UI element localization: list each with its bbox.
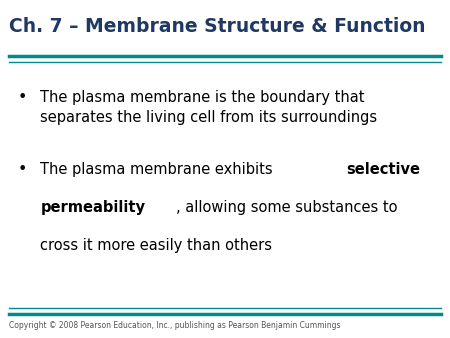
Text: The plasma membrane is the boundary that
separates the living cell from its surr: The plasma membrane is the boundary that… (40, 90, 378, 125)
Text: selective: selective (346, 162, 421, 177)
Text: •: • (18, 90, 27, 104)
Text: Copyright © 2008 Pearson Education, Inc., publishing as Pearson Benjamin Cumming: Copyright © 2008 Pearson Education, Inc.… (9, 320, 341, 330)
Text: Ch. 7 – Membrane Structure & Function: Ch. 7 – Membrane Structure & Function (9, 17, 426, 36)
Text: permeability: permeability (40, 200, 145, 215)
Text: •: • (18, 162, 27, 177)
Text: The plasma membrane exhibits: The plasma membrane exhibits (40, 162, 278, 177)
Text: , allowing some substances to: , allowing some substances to (176, 200, 397, 215)
Text: cross it more easily than others: cross it more easily than others (40, 238, 273, 253)
